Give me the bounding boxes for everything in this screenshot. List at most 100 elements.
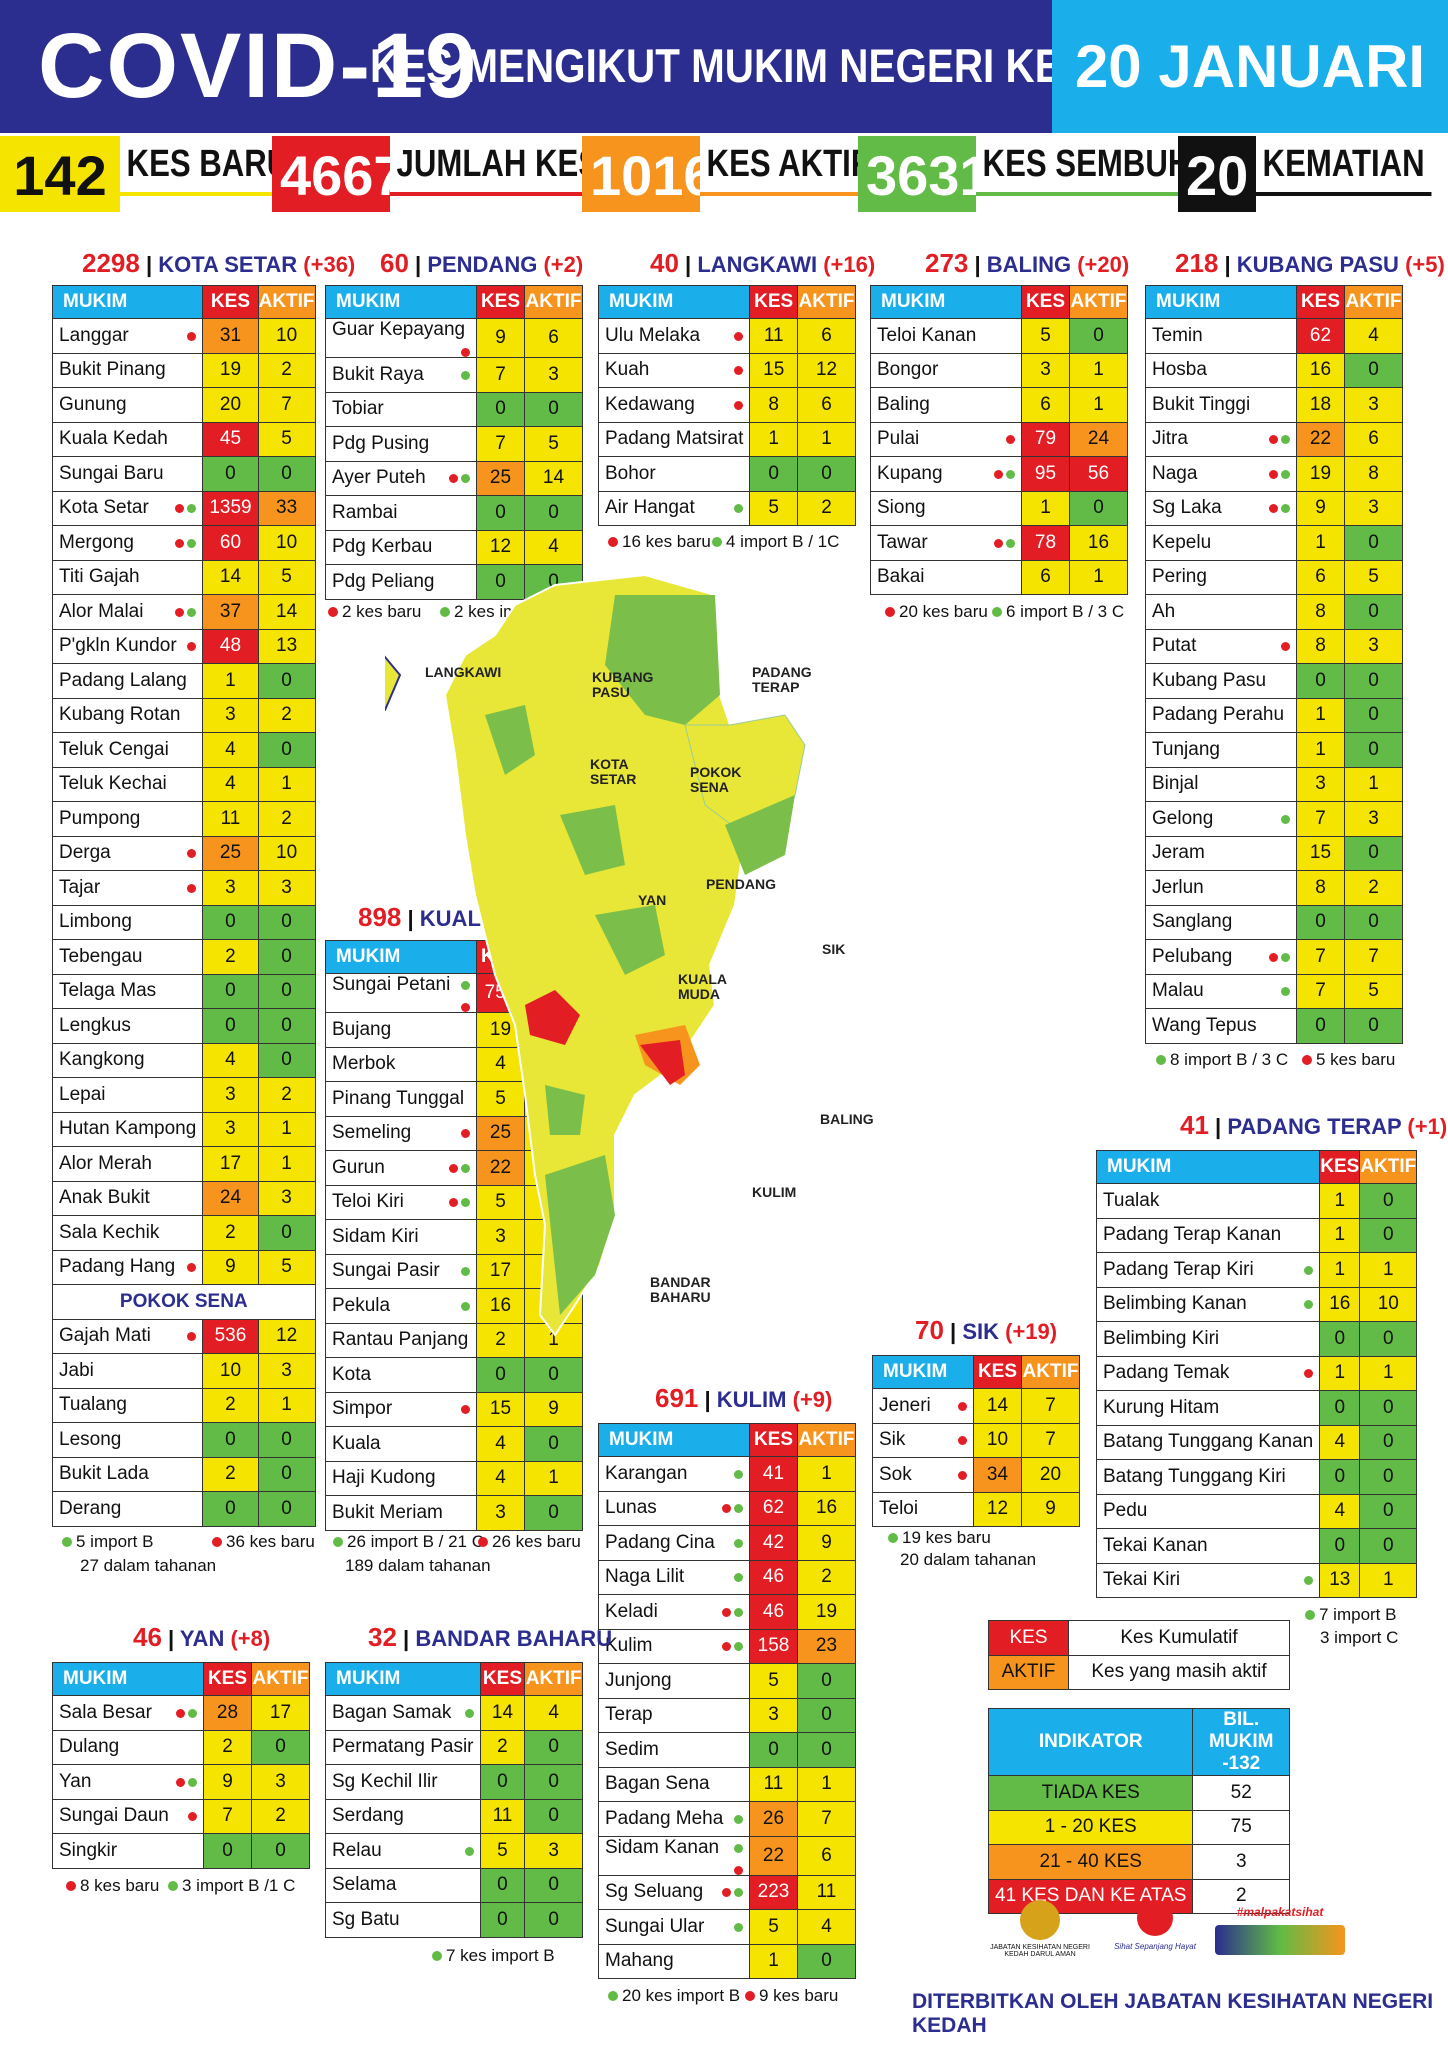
map-district-label: KOTA SETAR	[590, 756, 637, 787]
mukim-name: Tekai Kiri	[1095, 1562, 1321, 1598]
col-aktif: AKTIF	[1069, 285, 1128, 319]
new-case-dot-icon	[1269, 469, 1278, 479]
new-case-dot-icon	[176, 1777, 185, 1787]
summary-label: JUMLAH KES	[390, 136, 606, 196]
district-total: 273	[925, 248, 969, 278]
kes-value: 34	[973, 1457, 1022, 1493]
import-dot-icon	[62, 1537, 72, 1547]
district-total: 898	[358, 902, 402, 932]
kes-value: 0	[202, 1491, 259, 1527]
kes-value: 0	[202, 1008, 259, 1044]
aktif-value: 23	[797, 1628, 856, 1664]
aktif-value: 2	[257, 801, 316, 837]
table-row: Kulim 158 23	[598, 1628, 856, 1664]
aktif-value: 6	[797, 387, 856, 423]
legend-kes-desc: Kes Kumulatif	[1068, 1620, 1290, 1656]
district-title-bb: 32 | BANDAR BAHARU	[368, 1622, 613, 1652]
table-row: Padang Terap Kiri 1 1	[1095, 1252, 1418, 1288]
mukim-name: Rambai	[325, 495, 477, 531]
kes-value: 4	[1319, 1493, 1361, 1529]
kes-value: 0	[1296, 1008, 1345, 1044]
import-dot-icon	[461, 1198, 470, 1208]
aktif-value: 0	[257, 939, 316, 975]
mukim-name: Tualang	[51, 1387, 204, 1423]
mukim-name: Sungai Baru	[51, 456, 204, 492]
kes-value: 22	[1296, 421, 1345, 457]
aktif-value: 3	[257, 1180, 316, 1216]
summary-number: 3631	[858, 136, 991, 212]
kes-value: 7	[476, 357, 525, 393]
table-row: Karangan 41 1	[598, 1456, 856, 1492]
mukim-table-pt: MUKIM KES AKTIF Tualak 1 0 Padang Terap Kanan 1…	[1095, 1150, 1418, 1598]
summary-number: 142	[0, 136, 120, 212]
mukim-name: Anak Bukit	[51, 1180, 204, 1216]
kes-value: 0	[1296, 663, 1345, 699]
import-dot-icon	[734, 1814, 743, 1824]
aktif-value: 0	[1359, 1183, 1418, 1219]
aktif-value: 0	[1344, 732, 1403, 768]
aktif-value: 3	[1344, 628, 1403, 664]
kes-value: 2	[202, 1215, 259, 1251]
table-row: Pelubang 7 7	[1145, 939, 1403, 975]
aktif-value: 6	[797, 1835, 856, 1876]
kempen-logo: Sihat Sepanjang Hayat	[1105, 1900, 1205, 1951]
col-kes: KES	[749, 1423, 798, 1457]
mukim-name: Kepelu	[1145, 525, 1297, 561]
new-case-dot-icon	[175, 607, 185, 617]
mukim-name: Teluk Cengai	[51, 732, 204, 768]
mukim-name: Guar Kepayang	[325, 318, 477, 358]
table-note: 20 kes baru	[885, 602, 988, 622]
kes-value: 0	[479, 1764, 526, 1800]
mukim-name: Tualak	[1095, 1183, 1321, 1219]
kes-value: 19	[202, 352, 259, 388]
aktif-value: 17	[251, 1695, 310, 1731]
kes-value: 17	[202, 1146, 259, 1182]
new-case-dot-icon	[722, 1607, 731, 1617]
table-row: Hutan Kampong 3 1	[51, 1111, 316, 1147]
col-aktif: AKTIF	[257, 285, 316, 319]
new-case-dot-icon	[449, 1198, 458, 1208]
table-row: Padang Hang 9 5	[51, 1249, 316, 1285]
kes-value: 4	[1319, 1424, 1361, 1460]
table-row: Bagan Sena 11 1	[598, 1766, 856, 1802]
kes-value: 0	[202, 904, 259, 940]
mukim-name: Bukit Raya	[325, 357, 477, 393]
district-total: 40	[650, 248, 679, 278]
col-mukim: MUKIM	[597, 285, 751, 319]
new-case-dot-icon	[1302, 1055, 1312, 1065]
table-row: Kangkong 4 0	[51, 1042, 316, 1078]
new-case-dot-icon	[175, 538, 185, 548]
table-row: Bohor 0 0	[597, 456, 856, 492]
kes-value: 4	[202, 732, 259, 768]
table-row: Putat 8 3	[1145, 628, 1403, 664]
note-text: 4 import B / 1C	[726, 532, 840, 551]
table-row: Limbong 0 0	[51, 904, 316, 940]
aktif-value: 1	[1069, 352, 1128, 388]
table-note: 3 import B /1 C	[168, 1876, 295, 1896]
table-row: Alor Malai 37 14	[51, 594, 316, 630]
summary-number: 1016	[582, 136, 715, 212]
import-dot-icon	[461, 474, 470, 484]
new-case-dot-icon	[734, 366, 744, 376]
district-change: (+19)	[1005, 1319, 1058, 1344]
aktif-value: 6	[524, 318, 583, 358]
kes-value: 1	[1296, 732, 1345, 768]
mukim-name: Belimbing Kanan	[1095, 1286, 1321, 1322]
mukim-name: Kubang Pasu	[1145, 663, 1297, 699]
aktif-value: 0	[251, 1833, 310, 1869]
kes-value: 3	[1021, 352, 1070, 388]
aktif-value: 0	[1359, 1424, 1418, 1460]
mukim-name: Sg Laka	[1145, 490, 1297, 526]
mukim-name: Derga	[51, 835, 204, 871]
import-dot-icon	[1281, 814, 1290, 824]
table-row: P'gkln Kundor 48 13	[51, 628, 316, 664]
district-change: (+9)	[792, 1387, 833, 1412]
mukim-name: Lesong	[51, 1422, 204, 1458]
kes-value: 11	[202, 801, 259, 837]
aktif-value: 0	[524, 1902, 583, 1938]
mukim-name: Ulu Melaka	[597, 318, 751, 354]
mukim-name: Pumpong	[51, 801, 204, 837]
kes-value: 16	[476, 1288, 525, 1324]
table-row: Jerlun 8 2	[1145, 870, 1403, 906]
kes-value: 48	[202, 628, 259, 664]
